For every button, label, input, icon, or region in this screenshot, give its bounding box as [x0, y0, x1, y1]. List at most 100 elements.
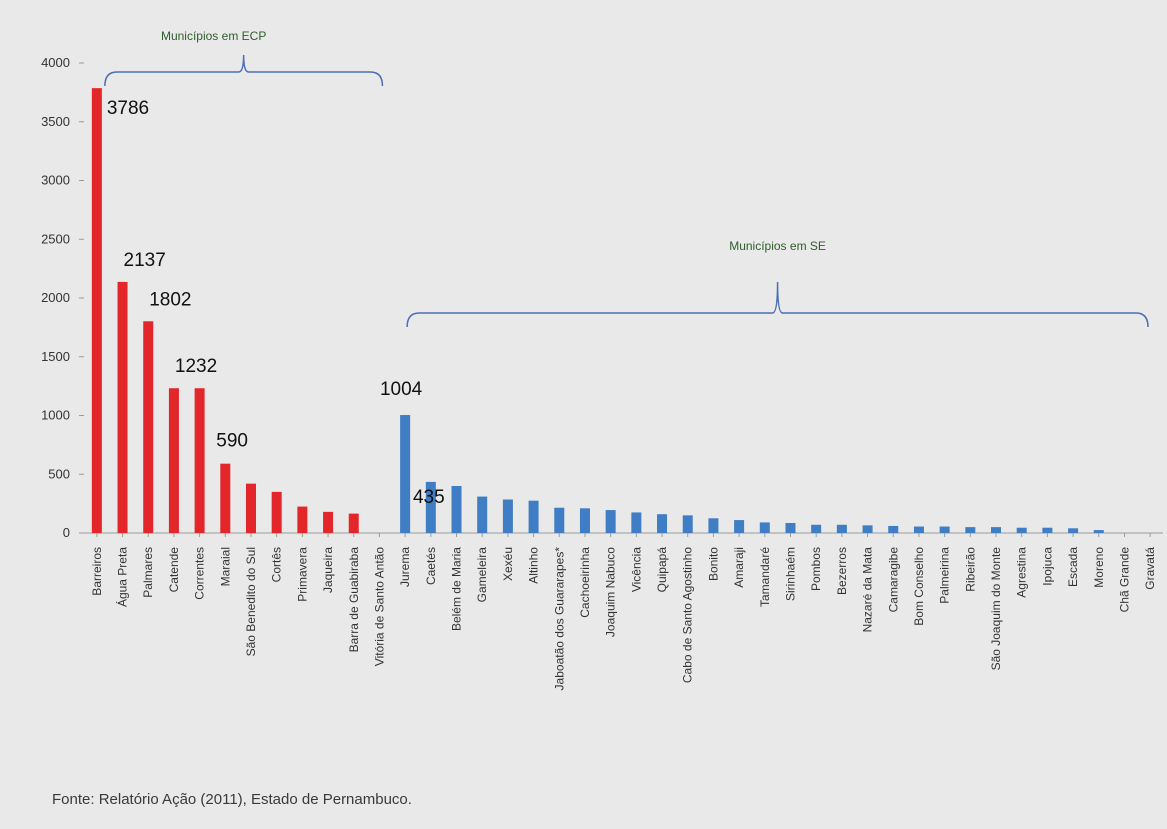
source-note: Fonte: Relatório Ação (2011), Estado de …: [52, 791, 412, 808]
group-brace-se: [406, 281, 1149, 328]
data-label: 1232: [175, 356, 217, 377]
category-label: Xexéu: [501, 547, 515, 581]
group-label-se: Municípios em SE: [729, 239, 826, 253]
category-label: Belém de Maria: [450, 547, 464, 631]
bar-5: [220, 463, 231, 533]
bar-32: [913, 526, 924, 533]
category-label: Maraial: [218, 547, 232, 586]
bar-3: [168, 388, 179, 533]
category-label: Caetés: [424, 547, 438, 585]
bar-0: [91, 88, 102, 534]
group-label-ecp: Municípios em ECP: [161, 29, 266, 43]
category-label: Joaquim Nabuco: [604, 547, 618, 637]
category-label: Catende: [167, 547, 181, 593]
category-label: São Benedito do Sul: [244, 547, 258, 656]
y-tick-label: 0: [63, 525, 70, 540]
data-label: 1004: [380, 379, 423, 400]
data-label: 3786: [107, 98, 149, 119]
bar-26: [759, 522, 770, 533]
category-label: Vicência: [629, 547, 643, 592]
bar-1: [117, 281, 128, 533]
category-label: Cortês: [270, 547, 284, 582]
bar-7: [271, 491, 282, 533]
category-label: Chã Grande: [1117, 547, 1131, 613]
bar-36: [1016, 527, 1027, 533]
data-label: 2137: [124, 250, 166, 271]
category-label: Correntes: [193, 547, 207, 600]
bar-19: [579, 508, 590, 533]
bar-6: [245, 483, 256, 533]
bar-4: [194, 388, 205, 533]
category-label: Jurema: [398, 547, 412, 587]
bar-38: [1068, 528, 1079, 533]
bar-31: [888, 525, 899, 533]
category-label: Altinho: [527, 547, 541, 584]
category-label: Bom Conselho: [912, 547, 926, 626]
category-label: Água Preta: [115, 547, 130, 607]
bar-17: [528, 500, 539, 533]
bar-30: [862, 525, 873, 533]
bar-33: [939, 526, 950, 533]
bar-39: [1093, 530, 1104, 533]
bar-34: [965, 527, 976, 533]
category-label: Camaragibe: [886, 547, 900, 613]
category-label: Moreno: [1092, 547, 1106, 588]
category-label: Gameleira: [475, 547, 489, 603]
bar-22: [657, 514, 668, 533]
bar-25: [734, 520, 745, 533]
bar-37: [1042, 527, 1053, 533]
y-tick-label: 1000: [41, 408, 70, 423]
category-label: Sirinhaém: [783, 547, 797, 601]
category-label: Cabo de Santo Agostinho: [681, 547, 695, 683]
category-label: Palmeirina: [938, 547, 952, 604]
data-label: 435: [413, 487, 445, 508]
bar-28: [811, 524, 822, 533]
bar-18: [554, 507, 565, 533]
category-label: Bonito: [706, 547, 720, 581]
y-tick-label: 4000: [41, 55, 70, 70]
category-label: Barra de Guabiraba: [347, 547, 361, 653]
y-tick-label: 3000: [41, 173, 70, 188]
category-label: Ipojuca: [1040, 547, 1054, 586]
category-label: Tamandaré: [758, 547, 772, 607]
category-label: Barreiros: [90, 547, 104, 596]
bar-21: [631, 512, 642, 533]
category-label: Cachoeirinha: [578, 547, 592, 618]
group-brace-ecp: [104, 54, 384, 87]
category-label: Quipapá: [655, 547, 669, 593]
y-tick-label: 2000: [41, 290, 70, 305]
bar-27: [785, 523, 796, 533]
category-label: Nazaré da Mata: [861, 547, 875, 633]
category-label: Ribeirão: [963, 547, 977, 592]
y-tick-label: 1500: [41, 349, 70, 364]
category-label: Agrestina: [1015, 547, 1029, 598]
bar-9: [323, 511, 334, 533]
y-tick-label: 3500: [41, 114, 70, 129]
bar-14: [451, 486, 462, 533]
category-label: Pombos: [809, 547, 823, 591]
data-label: 1802: [149, 289, 191, 310]
category-label: Primavera: [295, 547, 309, 602]
category-label: Jaboatão dos Guararapes*: [552, 547, 566, 691]
category-label: Vitória de Santo Antão: [372, 547, 386, 667]
bar-20: [605, 510, 616, 533]
y-tick-label: 2500: [41, 231, 70, 246]
y-tick-label: 500: [48, 466, 70, 481]
bar-35: [991, 527, 1002, 533]
bar-10: [348, 513, 359, 533]
bar-8: [297, 506, 308, 533]
bar-15: [477, 496, 488, 533]
category-label: Bezerros: [835, 547, 849, 595]
bar-13: [425, 481, 436, 533]
data-label: 590: [216, 431, 248, 452]
category-label: Palmares: [141, 547, 155, 598]
category-label: São Joaquim do Monte: [989, 547, 1003, 671]
category-label: Escada: [1066, 547, 1080, 587]
category-label: Amaraji: [732, 547, 746, 588]
bar-29: [836, 524, 847, 533]
category-label: Gravatá: [1143, 547, 1157, 590]
bar-24: [708, 518, 719, 533]
bar-12: [400, 415, 411, 533]
